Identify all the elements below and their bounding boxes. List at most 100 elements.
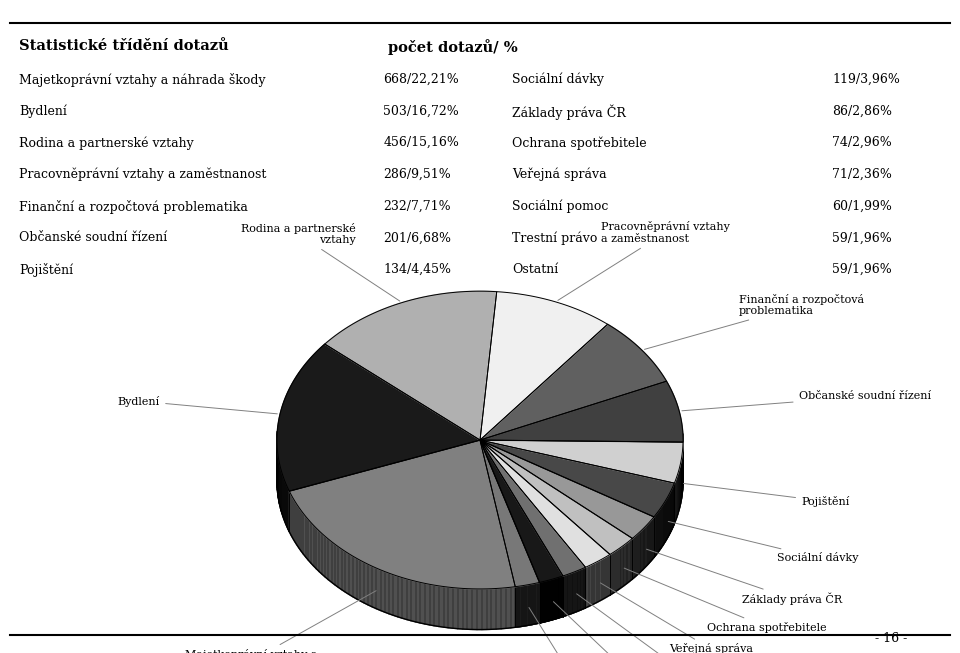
Polygon shape (287, 486, 288, 529)
Text: Ochrana spotřebitele: Ochrana spotřebitele (513, 136, 647, 150)
Text: - 16 -: - 16 - (875, 632, 907, 645)
Polygon shape (389, 573, 394, 615)
Polygon shape (480, 440, 586, 576)
Polygon shape (323, 534, 325, 577)
Text: Trestní právo: Trestní právo (553, 601, 670, 653)
Polygon shape (480, 440, 610, 567)
Text: Pojištění: Pojištění (684, 483, 850, 507)
Polygon shape (416, 581, 420, 623)
Text: počet dotazů/ %: počet dotazů/ % (388, 39, 517, 55)
Text: Sociální pomoc: Sociální pomoc (577, 594, 717, 653)
Polygon shape (381, 570, 385, 613)
Polygon shape (463, 588, 468, 629)
Polygon shape (429, 584, 434, 626)
Polygon shape (480, 440, 633, 554)
Text: 119/3,96%: 119/3,96% (832, 72, 900, 86)
Polygon shape (482, 589, 487, 629)
Polygon shape (293, 498, 295, 541)
Text: Ostatní: Ostatní (513, 263, 559, 276)
Text: Ochrana spotřebitele: Ochrana spotřebitele (624, 568, 827, 633)
Polygon shape (346, 552, 349, 594)
Polygon shape (480, 440, 540, 586)
Polygon shape (492, 588, 496, 629)
Polygon shape (365, 562, 369, 605)
Polygon shape (444, 586, 448, 628)
Polygon shape (295, 501, 297, 545)
Polygon shape (397, 576, 402, 618)
Text: Sociální dávky: Sociální dávky (513, 72, 604, 86)
Text: Trestní právo: Trestní právo (513, 231, 598, 245)
Polygon shape (328, 539, 332, 582)
Polygon shape (314, 526, 317, 569)
Text: 86/2,86%: 86/2,86% (832, 104, 892, 118)
Polygon shape (480, 440, 683, 483)
Polygon shape (332, 542, 335, 585)
Polygon shape (289, 491, 291, 535)
Text: 59/1,96%: 59/1,96% (832, 231, 892, 244)
Polygon shape (496, 588, 501, 629)
Text: 71/2,36%: 71/2,36% (832, 168, 892, 181)
Polygon shape (324, 291, 496, 440)
Text: Statistické třídění dotazů: Statistické třídění dotazů (19, 39, 228, 53)
Polygon shape (349, 554, 353, 597)
Polygon shape (480, 440, 563, 582)
Text: Základy práva ČR: Základy práva ČR (646, 549, 842, 605)
Polygon shape (468, 588, 472, 629)
Text: Majetkoprávní vztahy a náhrada škody: Majetkoprávní vztahy a náhrada škody (19, 72, 266, 87)
Polygon shape (420, 582, 425, 624)
Polygon shape (501, 588, 506, 629)
Text: 456/15,16%: 456/15,16% (383, 136, 459, 149)
Text: 232/7,71%: 232/7,71% (383, 200, 451, 213)
Polygon shape (369, 564, 372, 607)
Polygon shape (511, 586, 516, 628)
Polygon shape (376, 568, 381, 611)
Polygon shape (306, 517, 308, 560)
Text: Veřejná správa: Veřejná správa (600, 583, 753, 653)
Text: Finanční a rozpočtová
problematika: Finanční a rozpočtová problematika (644, 294, 864, 349)
Text: Finanční a rozpočtová problematika: Finanční a rozpočtová problematika (19, 200, 248, 214)
Polygon shape (434, 585, 439, 626)
Polygon shape (385, 571, 389, 614)
Text: Pojištění: Pojištění (19, 263, 73, 278)
Text: 74/2,96%: 74/2,96% (832, 136, 892, 149)
Polygon shape (339, 547, 342, 590)
Text: Občanské soudní řízení: Občanské soudní řízení (19, 231, 167, 244)
Polygon shape (325, 537, 328, 580)
Text: 201/6,68%: 201/6,68% (383, 231, 451, 244)
Polygon shape (299, 507, 301, 551)
Text: 59/1,96%: 59/1,96% (832, 263, 892, 276)
Polygon shape (402, 578, 407, 620)
Polygon shape (506, 587, 511, 628)
Text: Občanské soudní řízení: Občanské soudní řízení (682, 391, 930, 411)
Text: Bydlení: Bydlení (118, 396, 277, 414)
Text: Pracovněprávní vztahy
a zaměstnanost: Pracovněprávní vztahy a zaměstnanost (558, 221, 730, 300)
Polygon shape (311, 522, 314, 566)
Text: 60/1,99%: 60/1,99% (832, 200, 892, 213)
Polygon shape (480, 292, 608, 440)
Polygon shape (425, 583, 429, 625)
Polygon shape (291, 494, 293, 538)
Polygon shape (277, 344, 480, 491)
Polygon shape (353, 556, 356, 599)
Polygon shape (411, 580, 416, 622)
Polygon shape (480, 440, 654, 539)
Text: 503/16,72%: 503/16,72% (383, 104, 459, 118)
Polygon shape (342, 549, 346, 592)
Polygon shape (335, 545, 339, 588)
Text: Majetkoprávní vztahy a
náhrada škody: Majetkoprávní vztahy a náhrada škody (185, 591, 376, 653)
Polygon shape (320, 531, 323, 575)
Polygon shape (472, 589, 477, 629)
Polygon shape (480, 440, 674, 517)
Polygon shape (286, 484, 287, 527)
Text: Sociální dávky: Sociální dávky (668, 521, 858, 564)
Polygon shape (487, 589, 492, 629)
Text: 286/9,51%: 286/9,51% (383, 168, 451, 181)
Text: Základy práva ČR: Základy práva ČR (513, 104, 626, 120)
Polygon shape (458, 588, 463, 629)
Text: Rodina a partnerské vztahy: Rodina a partnerské vztahy (19, 136, 194, 150)
Text: 668/22,21%: 668/22,21% (383, 72, 459, 86)
Polygon shape (394, 575, 397, 617)
Text: 134/4,45%: 134/4,45% (383, 263, 451, 276)
Text: Sociální pomoc: Sociální pomoc (513, 200, 609, 214)
Polygon shape (453, 588, 458, 629)
